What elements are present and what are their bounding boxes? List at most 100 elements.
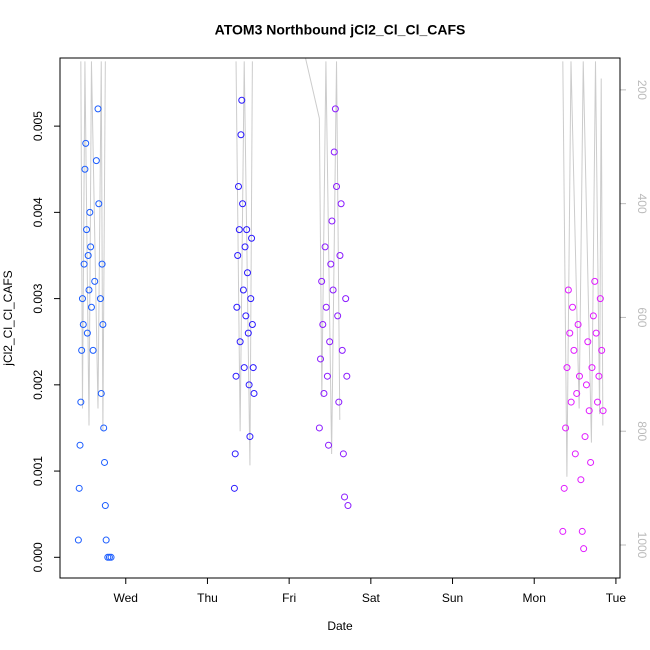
point <box>75 484 83 492</box>
point <box>339 450 347 458</box>
y-tick-label: 0.004 <box>31 197 45 227</box>
point <box>562 424 570 432</box>
point <box>567 398 575 406</box>
point <box>99 320 107 328</box>
point <box>249 364 257 372</box>
point <box>243 226 251 234</box>
plot-frame <box>59 57 621 579</box>
point <box>77 398 85 406</box>
y2-tick-label: 200 <box>635 80 649 100</box>
point <box>336 251 344 259</box>
point <box>246 433 254 441</box>
point <box>241 243 249 251</box>
x-tick-label: Sat <box>362 591 381 605</box>
point <box>598 346 606 354</box>
x-tick-label: Mon <box>523 591 546 605</box>
point <box>83 226 91 234</box>
point <box>570 346 578 354</box>
x-axis-label: Date <box>327 619 353 633</box>
point <box>344 502 352 510</box>
point <box>230 484 238 492</box>
point <box>571 450 579 458</box>
point <box>328 217 336 225</box>
point <box>575 372 583 380</box>
y-tick-label: 0.002 <box>31 369 45 399</box>
point <box>101 458 109 466</box>
point <box>594 398 602 406</box>
point <box>80 260 88 268</box>
x-tick-label: Wed <box>114 591 138 605</box>
point <box>87 243 95 251</box>
point <box>317 355 325 363</box>
y2-tick-label: 1000 <box>635 532 649 559</box>
point <box>331 105 339 113</box>
point <box>234 182 242 190</box>
y-tick-label: 0.005 <box>31 111 45 141</box>
point <box>101 502 109 510</box>
point <box>599 407 607 415</box>
point <box>235 226 243 234</box>
y2-tick-label: 400 <box>635 194 649 214</box>
point <box>81 165 89 173</box>
point <box>573 389 581 397</box>
point <box>577 476 585 484</box>
point <box>319 320 327 328</box>
point <box>330 148 338 156</box>
point <box>107 553 115 561</box>
point <box>98 260 106 268</box>
y-tick-label: 0.001 <box>31 456 45 486</box>
point <box>326 338 334 346</box>
point <box>329 286 337 294</box>
point <box>97 389 105 397</box>
y-tick-label: 0.000 <box>31 542 45 572</box>
point <box>243 269 251 277</box>
point <box>74 536 82 544</box>
point <box>231 450 239 458</box>
y2-tick-label: 800 <box>635 421 649 441</box>
point <box>247 295 255 303</box>
point <box>582 381 590 389</box>
point <box>232 372 240 380</box>
point <box>315 424 323 432</box>
point <box>578 527 586 535</box>
point <box>343 372 351 380</box>
point <box>250 389 258 397</box>
y2-tick-label: 600 <box>635 307 649 327</box>
point <box>322 303 330 311</box>
point <box>242 312 250 320</box>
point <box>239 200 247 208</box>
point <box>320 389 328 397</box>
point <box>100 424 108 432</box>
point <box>560 484 568 492</box>
point <box>87 303 95 311</box>
point <box>78 346 86 354</box>
y-axis-label: jCl2_Cl_Cl_CAFS <box>1 270 15 366</box>
point <box>95 200 103 208</box>
x-tick-label: Fri <box>282 591 296 605</box>
point <box>236 338 244 346</box>
point <box>102 536 110 544</box>
point <box>248 320 256 328</box>
point <box>76 441 84 449</box>
point <box>234 251 242 259</box>
point <box>581 433 589 441</box>
point <box>239 286 247 294</box>
point <box>341 493 349 501</box>
point <box>233 303 241 311</box>
point <box>334 312 342 320</box>
point <box>79 320 87 328</box>
point <box>338 346 346 354</box>
point <box>240 364 248 372</box>
point <box>580 545 588 553</box>
point <box>342 295 350 303</box>
point <box>245 381 253 389</box>
altitude-line <box>80 57 604 477</box>
point <box>325 441 333 449</box>
point <box>588 364 596 372</box>
point <box>559 527 567 535</box>
point <box>238 96 246 104</box>
point <box>82 139 90 147</box>
point <box>78 295 86 303</box>
point <box>237 131 245 139</box>
